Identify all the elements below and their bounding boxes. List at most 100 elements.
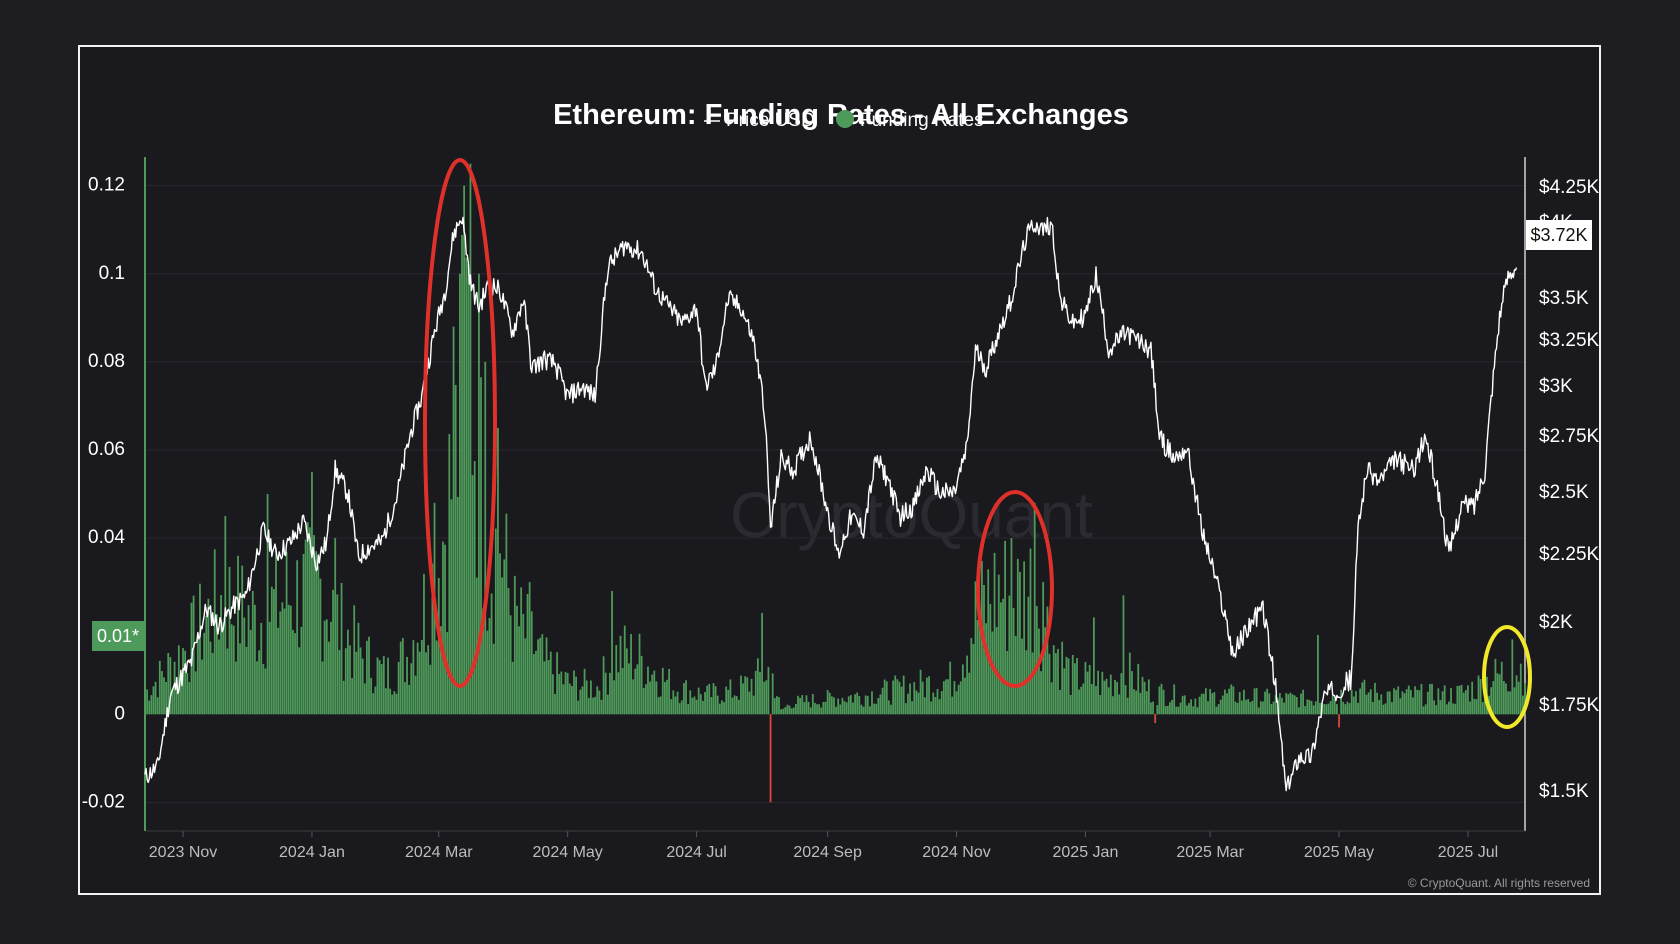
funding-bar [368,636,370,715]
funding-bar [1059,689,1061,715]
funding-bar [285,551,288,715]
funding-bar [1040,671,1042,715]
funding-bar [993,552,996,715]
funding-bar [913,682,916,715]
funding-bar [448,434,451,715]
funding-bar [226,648,229,715]
funding-bar [592,697,594,715]
funding-bar [554,693,556,715]
funding-bar [416,642,419,715]
funding-bar [678,703,681,715]
funding-bar [606,694,609,715]
funding-bar [1361,682,1364,715]
funding-bar [243,617,246,715]
funding-bar [579,689,582,715]
funding-bar [196,638,199,715]
funding-bar [414,675,417,715]
highlight-ellipse-mar-2024 [423,158,497,688]
funding-bar [1069,694,1072,715]
funding-bar [1333,699,1336,715]
funding-bar [1456,685,1459,715]
funding-bar [264,668,267,715]
funding-bar [283,608,286,715]
funding-bar [152,686,155,715]
funding-bar [1498,674,1501,715]
funding-bar [1331,696,1334,715]
funding-bar [501,577,504,715]
funding-bar [167,653,170,715]
funding-bar [380,664,383,715]
funding-bar [748,691,751,715]
funding-bar [1369,689,1372,715]
left-tick-label: -0.02 [82,791,125,812]
funding-bar [911,701,914,715]
funding-bar [256,661,258,715]
funding-bar [873,703,875,715]
funding-bar [266,494,269,715]
funding-bar [1500,661,1503,715]
funding-bar [953,681,956,715]
funding-bar [647,666,649,715]
funding-bar [372,693,375,715]
funding-bar [1336,704,1338,715]
funding-bar [490,593,493,715]
funding-bar [1405,689,1408,715]
funding-bar [165,681,168,715]
funding-bar [452,326,455,715]
funding-bar [1460,684,1463,715]
funding-bar [1359,688,1362,715]
funding-bar [478,273,480,715]
funding-bar [759,672,761,715]
funding-bar [1145,691,1148,715]
x-tick-label: 2024 Mar [405,844,473,861]
funding-bar [1050,682,1053,715]
funding-bar [1414,686,1416,715]
funding-bar [896,679,899,715]
funding-bar [1128,652,1131,715]
funding-bar [311,471,313,715]
funding-bar [1179,702,1182,715]
funding-bar [718,703,721,715]
funding-bar [923,697,926,715]
right-tick-label: $4.25K [1539,177,1599,198]
funding-bar [1221,695,1224,715]
funding-bar [1133,689,1135,715]
funding-bar [904,703,907,715]
funding-bar [1156,705,1159,715]
funding-bar [1469,701,1471,715]
funding-bar [697,687,700,715]
funding-bar [1061,641,1064,715]
funding-bar [938,699,941,715]
funding-bar [919,669,922,715]
left-tick-label: 0.12 [88,175,125,196]
funding-bar [888,700,890,715]
funding-bar [649,681,651,715]
funding-bar [239,643,241,715]
funding-bar [366,640,368,715]
funding-bar [175,676,178,715]
funding-bar [875,703,878,715]
legend-funding-label[interactable]: Funding Rates [860,110,984,131]
x-tick-label: 2024 Nov [922,844,991,861]
legend-price-label[interactable]: Price USD [726,110,815,131]
funding-bar [657,697,660,715]
funding-bar [509,615,512,715]
funding-bar [1141,676,1144,715]
funding-bar [792,707,795,715]
funding-bar [518,626,520,715]
funding-bar [955,691,958,715]
funding-bar [871,691,873,715]
funding-bar [1407,685,1410,715]
funding-bar [232,625,235,715]
funding-bar [144,691,146,715]
funding-bar [1502,681,1505,715]
funding-bar [1289,692,1292,715]
funding-bar [564,671,567,715]
funding-bar [469,163,472,715]
funding-bar [1412,697,1414,715]
funding-bar [346,629,349,715]
funding-bar [782,708,785,715]
funding-bar [630,634,632,715]
funding-bar [442,541,444,715]
funding-bar [228,566,231,715]
